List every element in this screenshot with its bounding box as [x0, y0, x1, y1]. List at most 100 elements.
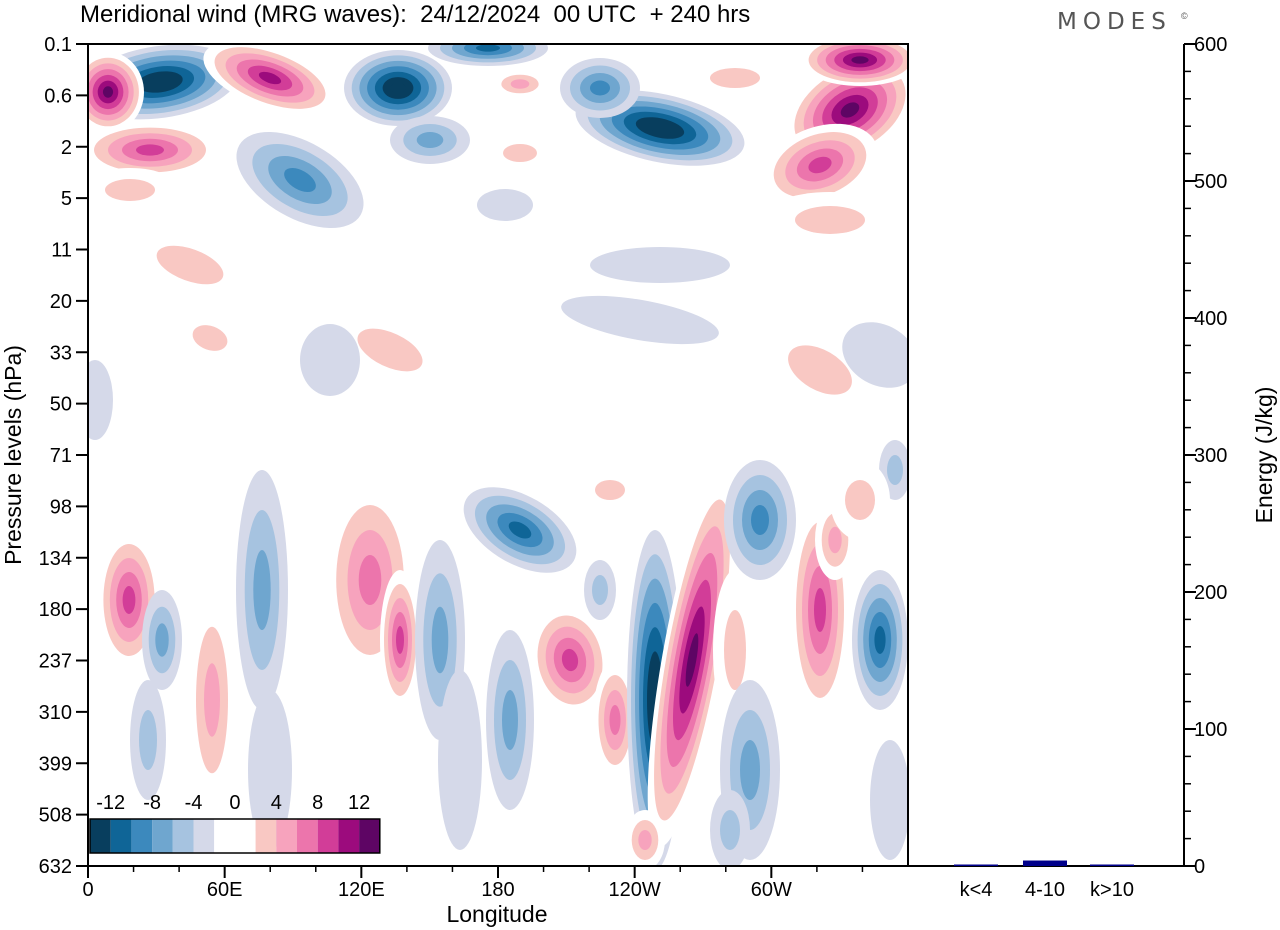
longitude-axis: 0 60E 120E 180 120W 60W Longitude	[82, 866, 864, 927]
contour-level-2	[595, 480, 625, 500]
contour-level-5	[808, 156, 832, 174]
contour-level-1	[397, 410, 443, 530]
contour-feature-33	[248, 690, 292, 850]
contour-feature-39	[438, 670, 482, 850]
contour-feature-31	[188, 590, 236, 810]
contour-feature-32	[236, 470, 288, 710]
contour-level-7	[851, 56, 869, 64]
contour-level-3	[502, 690, 518, 750]
contour-feature-17	[762, 123, 878, 207]
contour-feature-5	[575, 90, 745, 166]
contour-feature-47	[647, 472, 737, 848]
energy-category-label: k<4	[960, 879, 993, 901]
contour-level-5	[136, 144, 164, 156]
x-tick-label: 120W	[609, 879, 661, 901]
contour-level-2	[788, 345, 852, 395]
contour-level-3	[638, 830, 652, 850]
energy-bar-0	[954, 864, 998, 866]
pressure-axis: 0.1 0.6 2 5 11 20 33 50 71 98 134 180 237 310 399 508 63…	[0, 34, 88, 878]
contour-feature-21	[561, 295, 719, 345]
contour-level-4	[590, 80, 610, 96]
contour-feature-12	[88, 122, 220, 178]
contour-level-1	[88, 360, 113, 440]
contour-level-1	[248, 690, 292, 850]
contour-feature-35	[380, 570, 420, 710]
contour-level-2	[139, 710, 157, 770]
colorbar-swatch	[297, 819, 318, 853]
chart-title: Meridional wind (MRG waves): 24/12/2024 …	[80, 1, 751, 28]
energy-tick-label: 0	[1194, 856, 1205, 878]
colorbar-swatch	[234, 819, 256, 853]
contour-level-5	[814, 588, 826, 632]
contour-feature-55	[852, 570, 908, 710]
y-tick-label: 71	[50, 445, 72, 467]
y-tick-label: 237	[39, 651, 72, 673]
contour-level-2	[592, 575, 608, 605]
y-tick-label: 134	[39, 548, 72, 570]
x-axis-title: Longitude	[446, 901, 547, 927]
y-tick-label: 5	[61, 188, 72, 210]
contour-level-2	[795, 206, 865, 234]
contour-level-1	[590, 247, 730, 283]
contour-level-3	[253, 550, 271, 630]
contour-level-3	[431, 606, 449, 674]
energy-tick-label: 300	[1194, 445, 1227, 467]
colorbar-label: 8	[312, 792, 323, 814]
contour-feature-1	[88, 52, 144, 132]
y-tick-label: 0.6	[44, 85, 72, 107]
contour-feature-10	[492, 70, 548, 98]
y-tick-label: 20	[50, 291, 72, 313]
colorbar-frame	[89, 818, 381, 854]
y-tick-label: 2	[61, 137, 72, 159]
contour-feature-16	[477, 189, 533, 221]
contour-feature-13	[88, 168, 180, 212]
wind-heatmap	[88, 44, 908, 866]
energy-tick-label: 400	[1194, 308, 1227, 330]
colorbar-label: 12	[348, 792, 370, 814]
contour-feature-52	[710, 790, 750, 866]
y-tick-label: 310	[39, 702, 72, 724]
contour-level-1	[477, 189, 533, 221]
energy-category-label: 4-10	[1025, 879, 1065, 901]
contour-feature-11	[486, 135, 554, 171]
contour-level-5	[874, 626, 886, 654]
contour-feature-19	[123, 226, 257, 304]
contour-feature-4	[428, 44, 548, 66]
colorbar-label: -4	[185, 792, 203, 814]
y-tick-label: 33	[50, 342, 72, 364]
contour-feature-2	[203, 44, 337, 115]
colorbar-label: 4	[271, 792, 282, 814]
colorbar-label: 0	[229, 792, 240, 814]
contour-feature-58	[870, 740, 908, 860]
colorbar-label: -12	[96, 792, 125, 814]
contour-level-5	[561, 648, 579, 672]
contour-level-7	[148, 76, 172, 88]
contour-level-2	[724, 610, 746, 690]
contour-level-2	[845, 480, 875, 520]
y-tick-label: 508	[39, 805, 72, 827]
contour-level-5	[508, 521, 532, 539]
modes-logo: MODES	[1057, 9, 1172, 35]
contour-level-3	[204, 663, 220, 737]
colorbar-swatch	[255, 819, 277, 853]
colorbar-swatch	[172, 819, 194, 853]
contour-level-5	[122, 586, 136, 614]
contour-level-7	[390, 82, 406, 94]
contour-level-4	[284, 167, 316, 193]
contour-level-1	[300, 324, 360, 396]
contour-feature-57	[830, 460, 890, 540]
colorbar-swatch	[110, 819, 132, 853]
x-tick-label: 60W	[751, 879, 792, 901]
contour-level-3	[828, 526, 842, 554]
copyright-mark: ©	[1181, 11, 1188, 21]
contour-feature-3	[344, 50, 452, 126]
contour-level-7	[102, 86, 114, 98]
contour-level-3	[155, 623, 169, 657]
contour-level-5	[476, 44, 500, 52]
energy-bar-1	[1023, 860, 1067, 866]
contour-feature-18	[760, 192, 900, 248]
colorbar-swatch	[193, 819, 215, 853]
contour-level-7	[840, 102, 860, 118]
energy-axis-title: Energy (J/kg)	[1251, 387, 1277, 524]
